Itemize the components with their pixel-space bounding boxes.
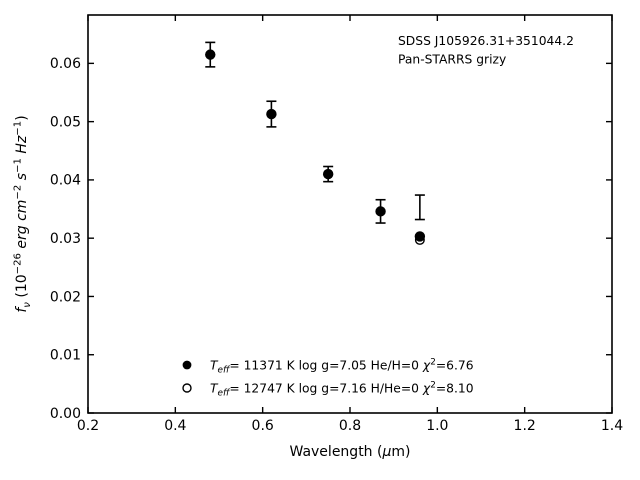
data-point-filled [266, 108, 277, 120]
y-tick-label: 0.04 [50, 173, 81, 189]
legend-marker-filled-circle [182, 360, 192, 370]
y-tick-label: 0.05 [50, 114, 81, 130]
x-tick-label: 1.0 [426, 418, 448, 434]
annotation-line: Pan-STARRS grizy [398, 53, 506, 67]
legend-entry-label: Teff= 11371 K log g=7.05 He/H=0 χ2=6.76 [210, 358, 474, 376]
x-tick-label: 1.4 [601, 418, 623, 434]
x-tick-label: 0.2 [77, 418, 99, 434]
data-point-filled [322, 168, 334, 180]
x-tick-label: 0.4 [164, 418, 186, 434]
y-tick-label: 0.02 [50, 289, 81, 305]
x-axis-label: Wavelength (μm) [290, 444, 411, 460]
data-point-filled [375, 206, 386, 217]
annotation-line: SDSS J105926.31+351044.2 [398, 34, 574, 48]
y-axis-label: fν (10−26 erg cm−2 s−1 Hz−1) [13, 115, 33, 312]
y-tick-label: 0.01 [50, 348, 81, 364]
y-tick-label: 0.03 [50, 231, 81, 247]
plot-frame [87, 14, 613, 414]
y-tick-label: 0.06 [50, 56, 81, 72]
data-point-filled [414, 231, 426, 242]
x-tick-label: 1.2 [514, 418, 536, 434]
x-tick-label: 0.6 [252, 418, 274, 434]
legend-marker-open-circle [182, 383, 192, 393]
data-point-filled [205, 49, 216, 60]
x-tick-label: 0.8 [339, 418, 361, 434]
y-tick-label: 0.00 [50, 406, 81, 422]
legend-entry-label: Teff= 12747 K log g=7.16 H/He=0 χ2=8.10 [210, 381, 474, 399]
